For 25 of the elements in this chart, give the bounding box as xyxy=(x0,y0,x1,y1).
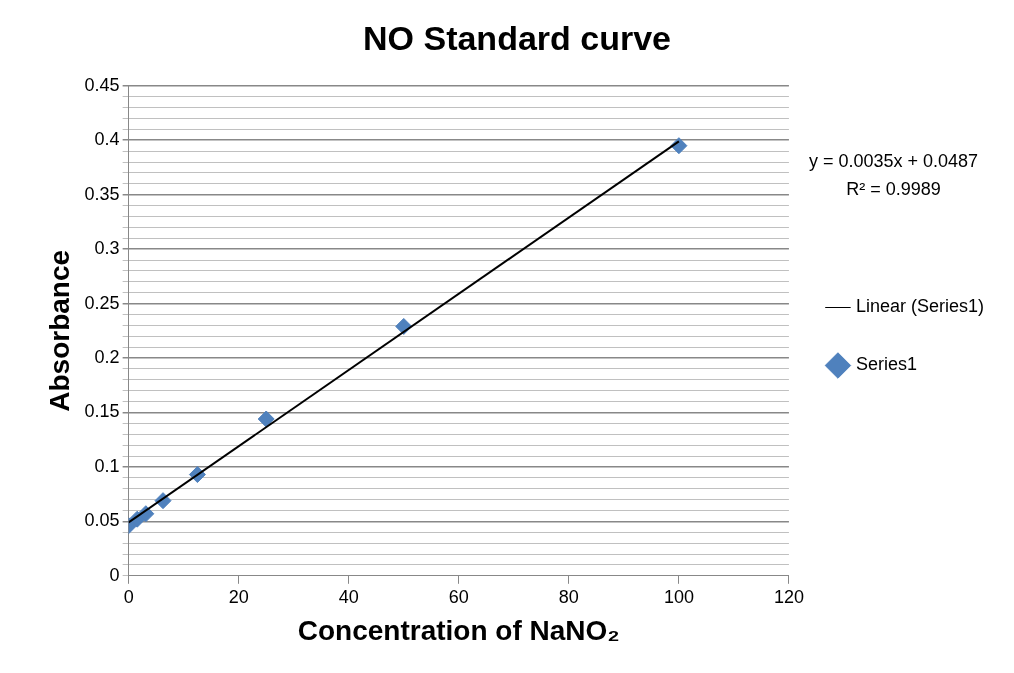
y-tick-label: 0.35 xyxy=(84,183,120,204)
y-tick-label: 0.4 xyxy=(94,129,120,150)
y-tick-label: 0.1 xyxy=(94,455,120,476)
y-tick-label: 0.2 xyxy=(94,346,120,367)
point xyxy=(257,410,275,428)
text: y = 0.0035x + 0.0487 xyxy=(808,150,979,171)
y-tick-label: 0.3 xyxy=(94,238,120,259)
x-tick-label: 20 xyxy=(228,586,249,607)
y-tick-label: 0.05 xyxy=(84,510,120,531)
x-tick-label: 120 xyxy=(773,586,804,607)
y-tick-label: 0.25 xyxy=(84,292,120,313)
y-tick-label: 0.45 xyxy=(84,74,120,95)
x-tick-label: 40 xyxy=(338,586,359,607)
legend-label: Linear (Series1) xyxy=(855,296,985,317)
chart-title: NO Standard curve xyxy=(363,18,671,57)
text: R² = 0.9989 xyxy=(846,178,941,199)
x-tick-label: 0 xyxy=(123,586,134,607)
x-tick-label: 60 xyxy=(448,586,469,607)
x-tick-label: 80 xyxy=(558,586,579,607)
x-tick-label: 100 xyxy=(663,586,694,607)
y-axis-title: Absorbance xyxy=(43,249,75,412)
y-tick-label: 0.15 xyxy=(84,401,120,422)
x-axis-title: Concentration of NaNO₂ xyxy=(297,614,620,646)
y-tick-label: 0 xyxy=(109,564,120,585)
legend-label: Series1 xyxy=(855,354,917,375)
